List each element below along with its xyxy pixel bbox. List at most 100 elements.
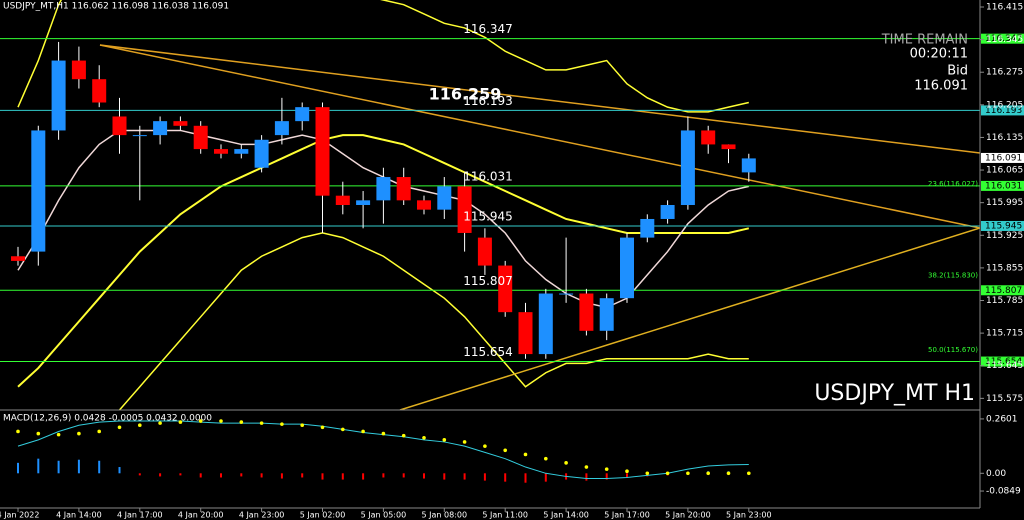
y-tick-label: 115.645 (986, 361, 1023, 371)
candle-body (254, 139, 269, 168)
signal-dot (56, 432, 61, 437)
candle-body (701, 130, 716, 145)
level-label: 116.193 (463, 94, 513, 108)
signal-dot (483, 444, 487, 448)
macd-label: MACD(12,26,9) 0.0428 -0.0005 0.0432 0.00… (3, 414, 212, 424)
signal-dot (300, 423, 305, 428)
x-tick-label: 4 Jan 23:00 (239, 511, 285, 520)
bid-label: Bid (947, 64, 968, 79)
macd-line (17, 420, 749, 480)
candle-body (92, 79, 107, 103)
time-remain: 00:20:11 (910, 47, 968, 62)
signal-dot (341, 427, 345, 432)
candle-body (620, 237, 634, 299)
candle-body (51, 60, 66, 131)
level-axis-label: 116.347 (985, 34, 1022, 44)
signal-dot (280, 422, 284, 426)
signal-dot (138, 423, 142, 428)
price-label: 116.091 (985, 153, 1022, 163)
level-axis-box (981, 33, 1024, 44)
signal-dot (158, 421, 162, 425)
level-axis-box (981, 180, 1024, 191)
signal-dot (726, 471, 731, 476)
y-tick-label: 116.345 (986, 35, 1023, 45)
signal-dot (503, 448, 508, 453)
y-tick-label: 115.785 (986, 296, 1023, 306)
y-tick-label: 115.855 (986, 263, 1023, 273)
signal-dot (320, 425, 325, 430)
signal-dot (442, 438, 447, 442)
signal-dot (422, 435, 426, 440)
candle-body (173, 121, 188, 126)
x-tick-label: 5 Jan 11:00 (482, 511, 528, 520)
y-tick-label: 116.415 (986, 2, 1023, 12)
candle-body (376, 177, 391, 201)
macd-panel (16, 419, 751, 483)
candle-body (335, 195, 350, 205)
candle-body (741, 158, 756, 173)
candle-body (559, 293, 574, 295)
signal-dot (401, 433, 406, 438)
level-label: 115.945 (463, 209, 513, 223)
trendline (99, 44, 980, 229)
y-tick-label: 115.575 (986, 394, 1023, 404)
level-axis-label: 115.654 (985, 357, 1022, 367)
y-tick-label: 115.995 (986, 198, 1023, 208)
level-axis-box (981, 105, 1024, 116)
fib-label: 23.6(116.027) (928, 180, 978, 188)
annotation: 116.259 (429, 85, 502, 104)
y-tick-label: 116.275 (986, 68, 1023, 78)
bid: 116.091 (914, 79, 968, 94)
candle-body (132, 135, 147, 137)
candle-body (396, 177, 411, 201)
header: USDJPY_MT,H1 116.062 116.098 116.038 116… (3, 2, 229, 12)
signal-dot (259, 421, 264, 425)
signal-dot (665, 471, 670, 476)
indicator-line (17, 0, 749, 113)
price-panel (0, 0, 980, 410)
candle-body (437, 186, 452, 210)
price-box (981, 152, 1024, 163)
level-label: 115.654 (463, 345, 513, 359)
signal-dot (36, 431, 41, 436)
candle-body (498, 265, 513, 313)
signal-dot (239, 420, 244, 424)
candle-body (518, 312, 533, 355)
candle-body (640, 218, 655, 238)
signal-dot (584, 465, 589, 469)
y-tick-label: 116.065 (986, 166, 1023, 176)
level-axis-label: 115.945 (985, 221, 1022, 231)
x-tick-label: 5 Jan 05:00 (361, 511, 407, 520)
candle-body (193, 125, 208, 150)
candle-body (153, 121, 168, 136)
signal-dot (604, 467, 609, 471)
level-label: 115.807 (463, 274, 513, 288)
signal-dot (645, 471, 650, 476)
candle-body (457, 186, 472, 233)
candle-body (315, 107, 330, 196)
signal-dot (361, 429, 365, 434)
time-remain-label: TIME REMAIN (881, 33, 968, 48)
candle-body (417, 200, 431, 210)
candle-body (599, 298, 614, 331)
candle-body (680, 130, 695, 205)
fib-label: 50.0(115.670) (928, 346, 978, 354)
x-tick-label: 4 Jan 17:00 (117, 511, 163, 520)
x-tick-label: 5 Jan 02:00 (300, 511, 346, 520)
signal-dot (686, 471, 690, 476)
signal-dot (747, 471, 751, 476)
candle-body (214, 149, 228, 154)
x-tick-label: 5 Jan 17:00 (604, 511, 650, 520)
candle-body (477, 237, 492, 266)
signal-dot (564, 461, 568, 465)
level-label: 116.031 (463, 169, 513, 183)
level-axis-box (981, 220, 1024, 231)
candle-body (274, 121, 289, 136)
x-tick-label: 5 Jan 08:00 (422, 511, 468, 520)
candle-body (579, 293, 594, 331)
y-tick-label: 115.715 (986, 329, 1023, 339)
level-axis-label: 116.031 (985, 181, 1022, 191)
signal-dot (462, 440, 467, 444)
y-tick-label: 115.925 (986, 231, 1023, 241)
